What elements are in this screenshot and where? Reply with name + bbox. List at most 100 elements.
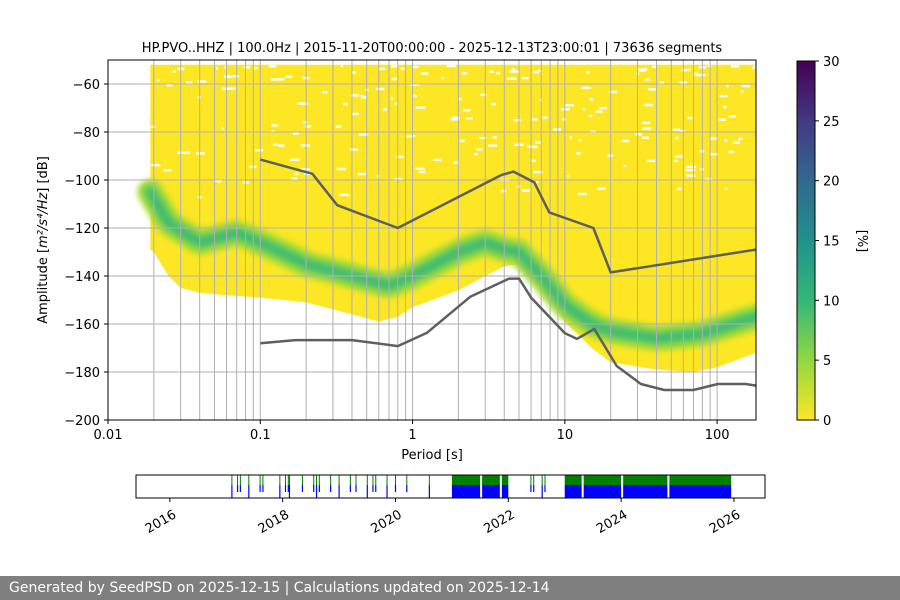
psd-outlier-gap <box>291 177 298 180</box>
psd-outlier-gap <box>450 118 458 121</box>
psd-outlier-gap <box>166 83 173 87</box>
y-tick-label: −60 <box>73 78 100 93</box>
psd-outlier-gap <box>694 72 698 76</box>
psd-outlier-gap <box>222 87 230 90</box>
psd-outlier-gap <box>531 159 536 162</box>
footer-status: Generated by SeedPSD on 2025-12-15 | Cal… <box>0 576 900 600</box>
psd-outlier-gap <box>681 69 687 72</box>
availability-year-axis: 2016 2018 2020 2022 2024 2026 <box>143 498 743 537</box>
availability-gap <box>581 475 584 498</box>
psd-outlier-gap <box>182 151 190 154</box>
psd-outlier-gap <box>271 124 278 127</box>
psd-outlier-gap <box>480 93 487 97</box>
psd-outlier-gap <box>476 148 483 151</box>
psd-outlier-gap <box>728 150 734 154</box>
psd-outlier-gap <box>607 154 613 157</box>
psd-outlier-gap <box>635 133 643 136</box>
psd-outlier-gap <box>474 152 478 156</box>
psd-outlier-gap <box>297 102 308 105</box>
psd-outlier-gap <box>528 145 538 149</box>
psd-outlier-gap <box>513 119 521 122</box>
psd-outlier-gap <box>433 158 442 162</box>
plot-frame <box>107 59 757 421</box>
psd-outlier-gap <box>156 79 160 82</box>
psd-outlier-gap <box>724 139 728 142</box>
psd-outlier-gap <box>659 81 664 84</box>
availability-gap <box>480 475 483 498</box>
psd-outlier-gap <box>268 65 276 68</box>
psd-outlier-gap <box>382 108 387 111</box>
colorbar-tick-label: 20 <box>823 175 840 190</box>
x-tick-label: 1 <box>408 428 416 443</box>
psd-outlier-gap <box>582 108 586 111</box>
y-axis: −60 −80 −100 −120 −140 −160 −180 −200 <box>64 78 108 429</box>
psd-outlier-gap <box>453 161 460 164</box>
psd-outlier-gap <box>479 136 487 140</box>
psd-outlier-gap <box>340 64 343 68</box>
psd-outlier-gap <box>351 71 356 74</box>
psd-outlier-gap <box>390 97 394 100</box>
psd-outlier-gap <box>415 167 425 170</box>
y-tick-label: −200 <box>64 414 100 429</box>
psd-outlier-gap <box>396 155 404 159</box>
psd-outlier-gap <box>496 71 500 75</box>
psd-outlier-gap <box>412 65 419 69</box>
psd-outlier-gap <box>249 165 257 169</box>
colorbar-label: [%] <box>854 230 869 253</box>
nhnm-reference-line <box>259 158 756 274</box>
psd-outlier-gap <box>588 115 593 118</box>
psd-outlier-gap <box>642 136 649 139</box>
psd-outlier-gap <box>521 76 529 80</box>
psd-outlier-gap <box>361 96 368 99</box>
chart-title: HP.PVO..HHZ | 100.0Hz | 2015-11-20T00:00… <box>142 41 723 56</box>
psd-envelope <box>150 64 756 373</box>
psd-outlier-gap <box>675 155 683 158</box>
psd-outlier-gap <box>686 174 696 177</box>
psd-outlier-gap <box>302 121 308 124</box>
psd-outlier-gap <box>415 106 426 109</box>
psd-outlier-gap <box>285 75 292 78</box>
psd-outlier-gap <box>637 68 648 71</box>
psd-outlier-gap <box>728 115 736 118</box>
availability-frame <box>135 474 766 499</box>
psd-outlier-gap <box>586 71 590 74</box>
psd-outlier-gap <box>255 149 263 152</box>
psd-outlier-gap <box>343 102 348 106</box>
year-tick-label: 2022 <box>481 507 517 537</box>
colorbar <box>796 60 816 421</box>
availability-gap <box>667 475 670 498</box>
psd-outlier-gap <box>695 73 706 77</box>
y-tick-label: −140 <box>64 270 100 285</box>
psd-outlier-gap <box>418 170 426 174</box>
psd-outlier-gap <box>521 189 531 192</box>
psd-outlier-gap <box>221 127 224 130</box>
psd-outlier-gap <box>197 80 207 83</box>
psd-outlier-gap <box>567 174 570 178</box>
y-tick-label: −120 <box>64 222 100 237</box>
psd-outlier-gap <box>581 86 591 89</box>
psd-outlier-gap <box>685 168 696 172</box>
psd-outlier-gap <box>244 66 250 69</box>
psd-outlier-gap <box>733 141 740 144</box>
psd-outlier-gap <box>275 78 285 81</box>
psd-outlier-gap <box>406 135 415 138</box>
psd-outlier-gap <box>562 118 566 121</box>
y-tick-label: −180 <box>64 366 100 381</box>
y-tick-label: −100 <box>64 174 100 189</box>
year-tick-label: 2026 <box>707 507 743 537</box>
psd-outlier-gap <box>731 65 740 68</box>
x-tick-label: 100 <box>705 428 730 443</box>
psd-outlier-gap <box>304 125 311 128</box>
psd-mode-band-core <box>147 189 756 341</box>
psd-outlier-gap <box>608 90 617 94</box>
data-availability-strip: 2016 2018 2020 2022 2024 2026 <box>135 474 766 537</box>
year-tick-label: 2020 <box>369 507 405 537</box>
psd-outlier-gap <box>409 83 420 86</box>
psd-outlier-gap <box>589 98 594 101</box>
psd-outlier-gap <box>553 128 561 131</box>
psd-outlier-gap <box>391 77 397 81</box>
availability-gap <box>499 475 502 498</box>
psd-outlier-gap <box>723 105 727 109</box>
psd-outlier-gap <box>224 66 227 69</box>
psd-outlier-gap <box>489 70 494 73</box>
